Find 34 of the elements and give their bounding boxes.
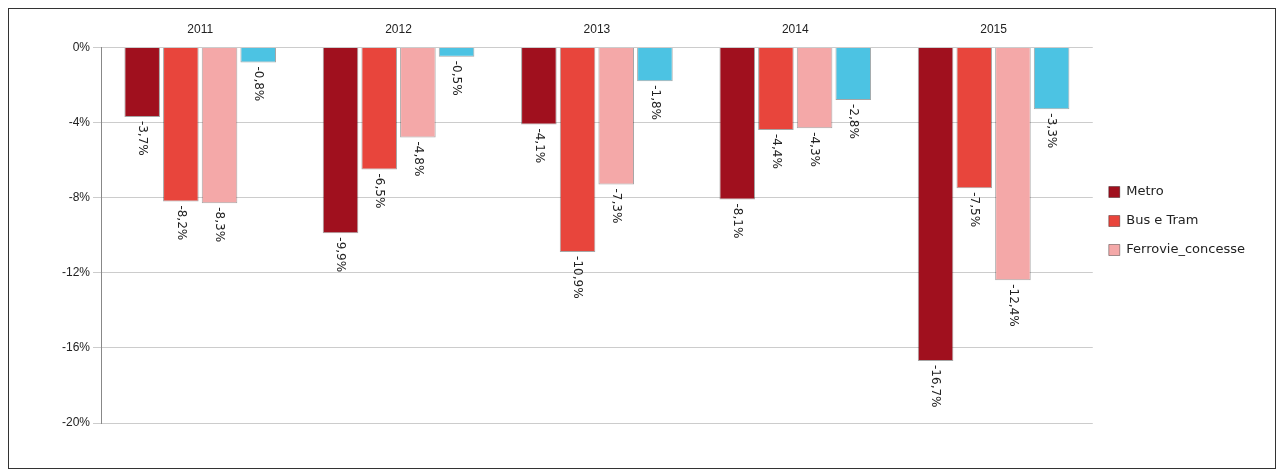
- data-label: -0,5%: [450, 60, 465, 96]
- data-label: -8,1%: [731, 203, 746, 239]
- y-tick-label: -20%: [62, 415, 91, 430]
- data-label: -9,9%: [334, 237, 349, 273]
- data-label: -4,3%: [808, 132, 823, 167]
- data-label: -0,8%: [252, 66, 267, 102]
- data-label: -16,7%: [929, 365, 944, 408]
- y-tick-label: 0%: [72, 39, 91, 54]
- y-tick-label: -12%: [62, 265, 91, 280]
- x-tick-label: 2013: [583, 21, 611, 36]
- data-label: -12,4%: [1006, 284, 1021, 327]
- data-label: -3,7%: [136, 120, 151, 156]
- data-label: -4,4%: [769, 134, 784, 169]
- x-tick-label: 2011: [187, 21, 214, 36]
- legend-label: Ferrovie_concesse: [1126, 241, 1246, 257]
- legend-label: Metro: [1126, 183, 1164, 199]
- y-tick-label: -8%: [68, 189, 91, 204]
- data-label: -6,5%: [373, 173, 388, 209]
- data-label: -2,8%: [847, 103, 862, 139]
- data-label: -4,8%: [411, 141, 426, 177]
- data-label: -7,3%: [610, 188, 625, 224]
- legend-label: Bus e Tram: [1126, 212, 1199, 228]
- data-label: -4,1%: [532, 128, 547, 164]
- x-tick-label: 2014: [781, 21, 809, 36]
- y-tick-label: -16%: [62, 340, 91, 355]
- x-tick-label: 2015: [980, 21, 1008, 36]
- data-label: -10,9%: [571, 256, 586, 299]
- data-label: -8,2%: [174, 205, 189, 241]
- x-tick-label: 2012: [385, 21, 413, 36]
- data-label: -7,5%: [968, 192, 983, 228]
- data-label: -3,3%: [1045, 113, 1060, 149]
- data-label: -8,3%: [213, 207, 228, 243]
- y-tick-label: -4%: [68, 114, 91, 129]
- data-label: -1,8%: [648, 85, 663, 121]
